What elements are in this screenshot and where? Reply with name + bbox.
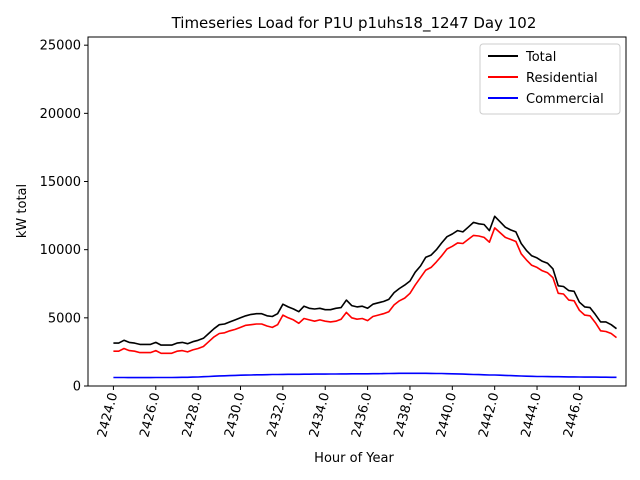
- series-line-commercial: [113, 372, 617, 379]
- x-tick-label: 2446.0: [561, 391, 587, 439]
- x-tick-label: 2442.0: [476, 391, 502, 439]
- x-tick-label: 2426.0: [137, 391, 163, 439]
- x-tick-label: 2440.0: [434, 391, 460, 439]
- x-tick-label: 2444.0: [519, 391, 545, 439]
- y-tick-label: 20000: [40, 107, 81, 122]
- chart-title: Timeseries Load for P1U p1uhs18_1247 Day…: [171, 14, 537, 33]
- x-tick-label: 2428.0: [180, 391, 206, 439]
- legend-box: [479, 43, 621, 115]
- x-tick-label: 2430.0: [222, 391, 248, 439]
- series-line-total: [113, 215, 617, 346]
- legend: Total Residential Commercial: [479, 43, 621, 115]
- y-tick-label: 5000: [48, 311, 81, 326]
- x-tick-label: 2424.0: [95, 391, 121, 439]
- legend-label-commercial: Commercial: [526, 92, 604, 107]
- series-line-residential: [113, 227, 617, 355]
- legend-label-residential: Residential: [526, 71, 598, 86]
- y-tick-label: 10000: [40, 243, 81, 258]
- x-axis-label: Hour of Year: [314, 451, 394, 466]
- y-tick-label: 25000: [40, 39, 81, 54]
- x-tick-label: 2432.0: [264, 391, 290, 439]
- x-tick-label: 2438.0: [392, 391, 418, 439]
- y-tick-label: 15000: [40, 175, 81, 190]
- y-tick-label: 0: [73, 380, 81, 395]
- plot-frame: [87, 36, 627, 387]
- y-axis-label: kW total: [15, 184, 30, 238]
- x-tick-label: 2436.0: [349, 391, 375, 439]
- series-layer: [113, 215, 617, 379]
- x-tick-label: 2434.0: [307, 391, 333, 439]
- legend-label-total: Total: [525, 50, 556, 65]
